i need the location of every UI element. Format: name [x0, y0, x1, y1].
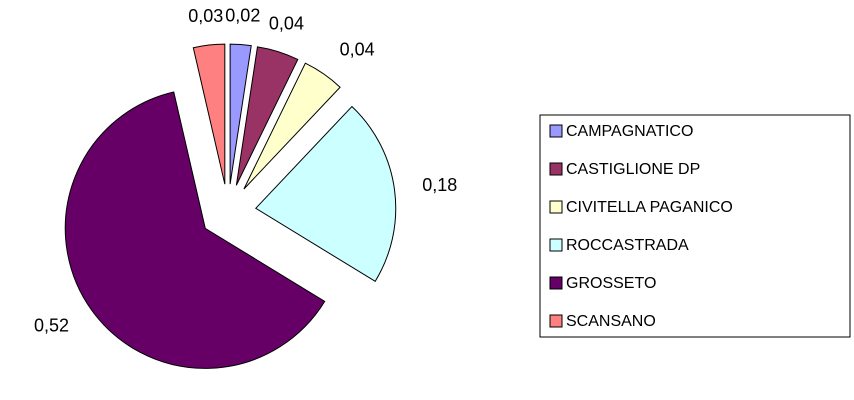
legend-label: CAMPAGNATICO	[566, 123, 693, 140]
pie-slice	[254, 105, 397, 283]
legend-label: CIVITELLA PAGANICO	[566, 199, 733, 216]
pie-slice	[64, 91, 326, 369]
pie-slice	[243, 62, 341, 190]
pie-slice	[235, 46, 299, 186]
data-label: 0,04	[269, 14, 304, 34]
legend-label: ROCCASTRADA	[566, 237, 689, 254]
legend-label: SCANSANO	[566, 313, 656, 330]
legend-swatch	[549, 314, 563, 328]
legend-swatch	[549, 238, 563, 252]
data-label: 0,18	[422, 175, 457, 195]
pie-slice	[192, 43, 226, 185]
data-label: 0,02	[225, 5, 260, 25]
data-label: 0,04	[340, 40, 375, 60]
legend: CAMPAGNATICO CASTIGLIONE DP CIVITELLA PAGA…	[549, 123, 733, 330]
data-label: 0,03	[188, 6, 223, 26]
legend-label: CASTIGLIONE DP	[566, 161, 700, 178]
data-label: 0,52	[34, 315, 69, 335]
pie-slice	[229, 43, 252, 185]
legend-swatch	[549, 276, 563, 290]
legend-box	[539, 114, 851, 338]
legend-swatch	[549, 162, 563, 176]
legend-swatch	[549, 200, 563, 214]
legend-swatch	[549, 124, 563, 138]
legend-label: GROSSETO	[566, 275, 656, 292]
